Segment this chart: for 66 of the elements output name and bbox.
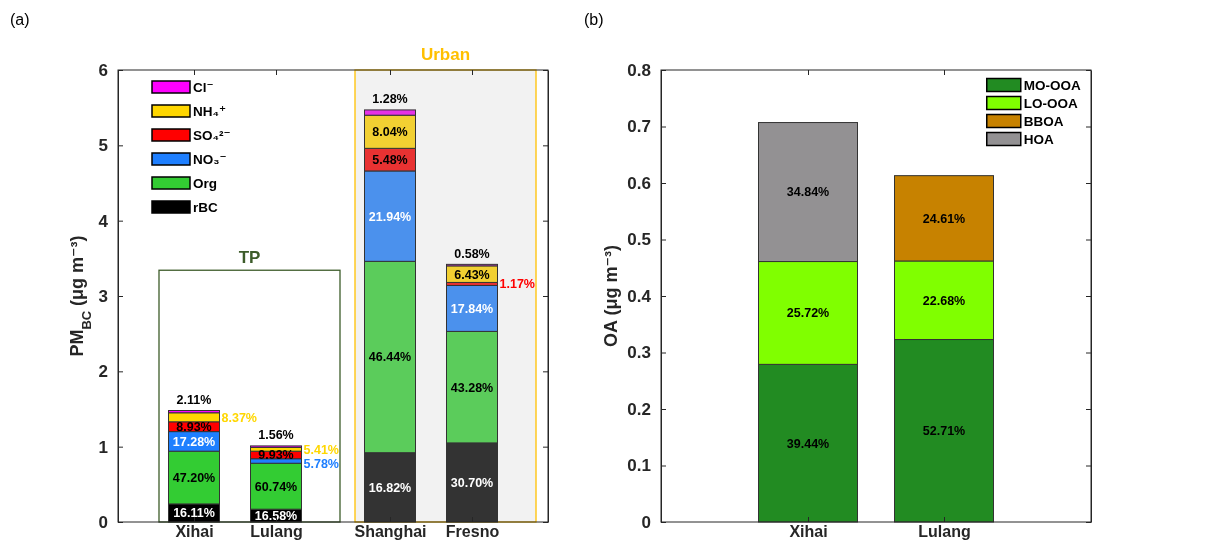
y-tick-label: 1 [98, 437, 108, 457]
chart-title: (a) [10, 11, 30, 28]
y-axis-title: OA (μg m⁻³) [601, 245, 621, 347]
annotation: 5.78% [303, 456, 339, 471]
legend-label: MO-OOA [1023, 77, 1081, 93]
annotation: 30.70% [450, 475, 494, 490]
annotation: 60.74% [254, 479, 298, 494]
annotation: 34.84% [786, 185, 830, 200]
y-tick-label: 0 [98, 512, 108, 532]
legend-label: LO-OOA [1023, 95, 1078, 111]
annotation: 24.61% [922, 211, 966, 226]
annotation: 22.68% [922, 293, 966, 308]
annotation: 0.58% [454, 246, 490, 261]
legend-label: NH₄⁺ [193, 103, 227, 119]
legend-label: HOA [1023, 131, 1055, 147]
annotation: 16.82% [368, 480, 412, 495]
annotation: 16.11% [173, 506, 215, 521]
annotation: 5.48% [372, 153, 408, 168]
legend-label: rBC [193, 199, 218, 215]
annotation: 39.44% [786, 436, 830, 451]
y-tick-label: 0.5 [627, 230, 651, 250]
y-tick-label: 0.2 [627, 399, 651, 419]
annotation: 16.58% [254, 508, 298, 523]
y-tick-label: 0.8 [627, 60, 651, 80]
y-tick-label: 0.3 [627, 343, 651, 363]
y-tick-label: 0 [641, 512, 651, 532]
legend-label: NO₃⁻ [193, 151, 227, 167]
legend-label: Cl⁻ [193, 79, 214, 95]
annotation: 5.41% [303, 442, 339, 457]
x-tick-label: Xihai [789, 523, 828, 541]
x-tick-label: Shanghai [354, 523, 427, 541]
x-tick-label: Lulang [918, 523, 971, 541]
annotation: 17.28% [172, 434, 216, 449]
y-tick-label: 5 [98, 136, 108, 156]
y-tick-label: 0.7 [627, 117, 651, 137]
y-tick-label: 2 [98, 362, 108, 382]
chart-title: (b) [584, 11, 604, 28]
annotation: 47.20% [172, 470, 216, 485]
y-tick-label: 6 [98, 60, 108, 80]
annotation: 1.17% [499, 277, 535, 292]
annotation: 46.44% [368, 350, 412, 365]
annotation: 6.43% [454, 267, 490, 282]
x-tick-label: Lulang [250, 523, 303, 541]
annotation: 8.37% [221, 410, 257, 425]
annotation: 8.93% [176, 420, 212, 435]
y-tick-label: 0.1 [627, 456, 651, 476]
text: Urban [420, 45, 471, 64]
annotation: 43.28% [450, 380, 494, 395]
y-tick-label: 4 [98, 211, 109, 231]
legend-label: SO₄²⁻ [193, 127, 231, 143]
x-tick-label: Fresno [445, 523, 500, 541]
y-tick-label: 0.6 [627, 173, 651, 193]
annotation: 2.11% [176, 392, 212, 407]
annotation: TP [238, 248, 261, 268]
y-tick-label: 0.4 [627, 286, 652, 306]
y-tick-label: 3 [98, 286, 108, 306]
legend-label: Org [193, 175, 218, 191]
annotation: 52.71% [922, 424, 966, 439]
annotation: 21.94% [368, 209, 412, 224]
x-tick-label: Xihai [175, 523, 214, 541]
annotation: 25.72% [786, 306, 830, 321]
annotation: 1.56% [258, 428, 294, 443]
legend-label: BBOA [1023, 113, 1064, 129]
annotation: 1.28% [372, 92, 408, 107]
annotation: 17.84% [450, 301, 494, 316]
annotation: 8.04% [372, 125, 408, 140]
